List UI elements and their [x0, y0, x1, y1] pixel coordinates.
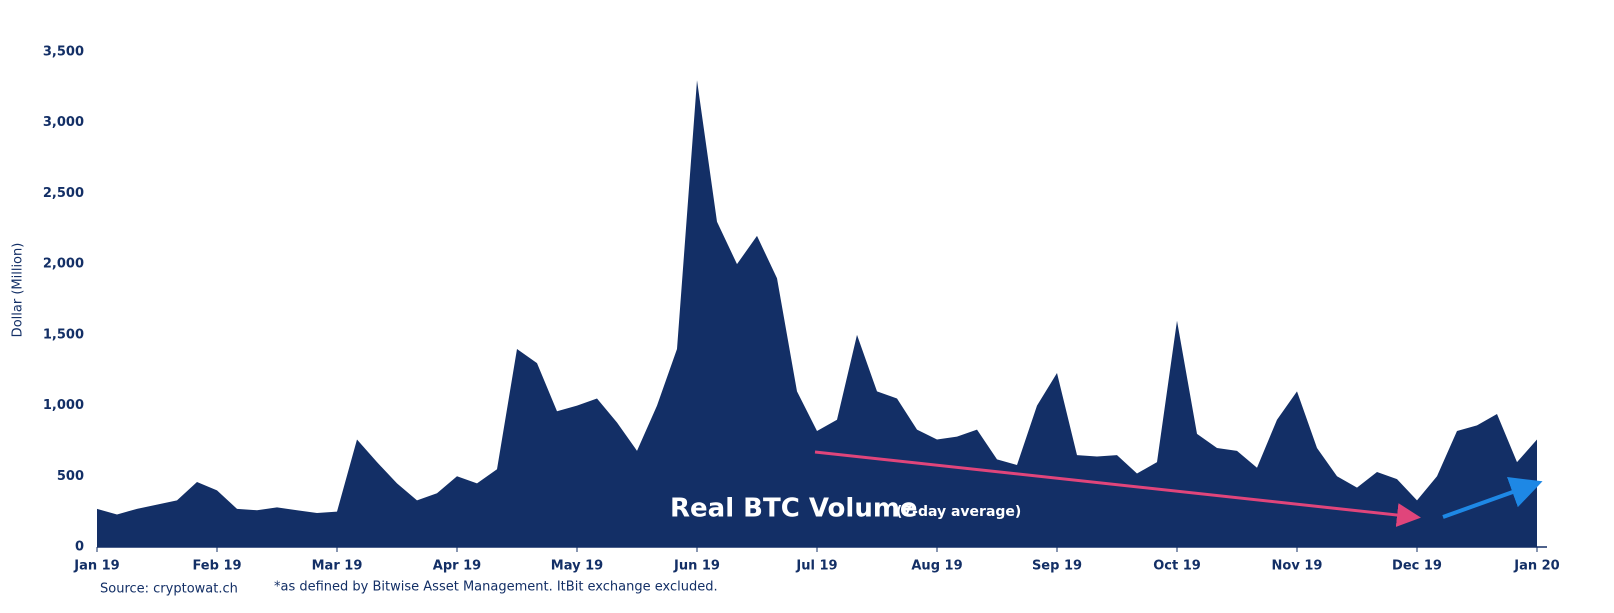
x-tick-label: Nov 19	[1272, 559, 1323, 574]
y-tick-label: 1,000	[43, 398, 84, 413]
y-tick-label: 500	[57, 469, 84, 484]
x-tick-label: Oct 19	[1153, 559, 1201, 574]
source: Source: cryptowat.ch	[100, 582, 238, 597]
trend-arrow-up	[1442, 477, 1543, 519]
x-tick-label: Jan 20	[1513, 559, 1559, 574]
y-tick-label: 3,500	[43, 45, 84, 60]
x-tick-label: Jun 19	[673, 559, 720, 574]
plot-area	[97, 80, 1537, 548]
chart-title: Real BTC Volume	[670, 494, 918, 524]
x-tick-label: Mar 19	[312, 559, 363, 574]
x-tick-label: Aug 19	[911, 559, 962, 574]
y-tick-label: 0	[75, 540, 84, 555]
x-tick-label: Apr 19	[433, 559, 481, 574]
area	[97, 80, 1537, 548]
trend-arrow-down	[814, 450, 1421, 527]
y-axis-label: Dollar (Million)	[11, 243, 26, 338]
y-tick-label: 1,500	[43, 327, 84, 342]
y-tick-label: 2,000	[43, 257, 84, 272]
footnote: *as defined by Bitwise Asset Management.…	[274, 580, 718, 595]
x-tick-label: Jul 19	[795, 559, 837, 574]
chart-subtitle: (7-day average)	[896, 504, 1021, 520]
x-tick-label: Sep 19	[1032, 559, 1082, 574]
y-tick-label: 3,000	[43, 115, 84, 130]
x-tick-label: May 19	[551, 559, 603, 574]
x-tick-label: Dec 19	[1392, 559, 1442, 574]
y-tick-label: 2,500	[43, 186, 84, 201]
x-tick-label: Jan 19	[73, 559, 119, 574]
x-tick-label: Feb 19	[192, 559, 241, 574]
